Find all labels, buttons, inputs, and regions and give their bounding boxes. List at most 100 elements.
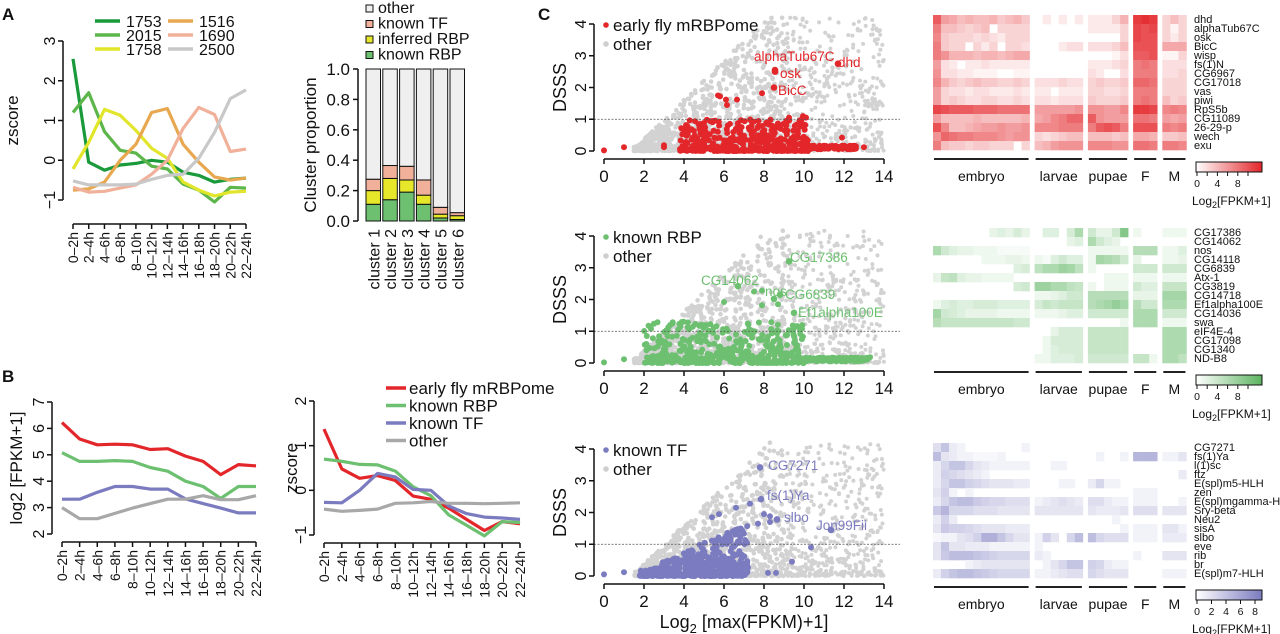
other-point xyxy=(779,452,785,458)
other-point xyxy=(728,111,734,117)
other-point xyxy=(717,115,722,120)
other-point xyxy=(733,92,739,98)
other-point xyxy=(786,111,791,116)
highlight-point xyxy=(750,143,757,150)
highlight-point xyxy=(750,128,757,135)
other-point xyxy=(758,78,764,84)
other-point xyxy=(870,132,875,137)
other-point xyxy=(790,285,794,290)
other-point xyxy=(761,318,767,323)
x-tick-label: cluster 5 xyxy=(433,229,450,290)
other-point xyxy=(838,307,843,312)
other-point xyxy=(864,116,868,121)
other-point xyxy=(800,40,805,45)
other-point xyxy=(797,233,802,238)
other-point xyxy=(861,41,866,46)
other-point xyxy=(742,59,748,65)
highlight-point xyxy=(791,337,798,344)
other-point xyxy=(682,313,687,318)
highlight-point xyxy=(788,359,795,366)
other-point xyxy=(811,315,816,320)
legend-label: 2500 xyxy=(199,42,235,59)
series-line-early-fly-mRBPome xyxy=(60,421,257,477)
other-point xyxy=(842,341,846,346)
gene-label-osk: osk xyxy=(780,66,801,81)
highlight-point xyxy=(775,123,782,129)
highlight-point xyxy=(758,139,765,146)
x-tick-label: 6–8h xyxy=(112,232,128,263)
highlight-point xyxy=(717,147,724,153)
other-point xyxy=(783,99,788,104)
other-point xyxy=(875,130,880,135)
other-point xyxy=(794,68,799,73)
series-line-other xyxy=(323,499,521,513)
other-point xyxy=(817,79,822,84)
highlight-point xyxy=(777,346,784,353)
other-point xyxy=(852,296,857,300)
highlight-point xyxy=(648,325,654,332)
other-point xyxy=(804,20,809,25)
other-point xyxy=(823,573,828,578)
other-point xyxy=(878,355,883,360)
other-point xyxy=(671,133,676,139)
other-point xyxy=(851,323,856,328)
other-point xyxy=(761,35,767,41)
other-point xyxy=(746,42,751,47)
bar-segment-inferred-RBP xyxy=(415,194,432,205)
highlight-point xyxy=(706,131,713,138)
bar-segment-other xyxy=(365,68,381,180)
highlight-point xyxy=(698,355,705,362)
y-tick-label: 3 xyxy=(31,503,48,512)
other-point xyxy=(863,347,868,352)
highlight-point xyxy=(678,125,685,132)
other-point xyxy=(880,103,885,108)
scatter-plot-C_red xyxy=(601,15,886,154)
x-tick-label: 22–24h xyxy=(248,550,264,597)
x-tick-label: 16–18h xyxy=(191,232,207,279)
other-point xyxy=(843,322,848,327)
other-point xyxy=(817,334,822,338)
y-tick-label: 0.8 xyxy=(326,90,350,109)
highlight-point xyxy=(669,319,676,326)
y-tick-label: 6 xyxy=(31,424,48,433)
other-point xyxy=(818,343,823,347)
other-point xyxy=(807,80,812,85)
other-point xyxy=(829,57,834,62)
other-point xyxy=(842,471,847,476)
other-point xyxy=(714,307,719,312)
gene-label-CG6839: CG6839 xyxy=(785,287,835,302)
other-point xyxy=(798,35,803,40)
other-point xyxy=(768,290,774,295)
other-point xyxy=(775,45,781,50)
other-point xyxy=(764,25,770,30)
other-point xyxy=(816,230,821,235)
other-point xyxy=(803,253,808,258)
other-point xyxy=(861,229,866,234)
y-tick-label: 5 xyxy=(31,450,48,459)
highlight-point xyxy=(707,118,714,125)
highlight-point xyxy=(678,348,684,354)
other-point xyxy=(774,243,779,249)
other-point xyxy=(866,472,871,477)
highlight-point xyxy=(798,336,805,343)
highlight-point xyxy=(734,339,740,346)
other-point xyxy=(849,108,854,113)
legend-swatch xyxy=(365,35,374,44)
other-point xyxy=(764,55,770,61)
highlight-point xyxy=(784,342,790,348)
y-axis-label: log2 [FPKM+1] xyxy=(7,412,26,525)
other-point xyxy=(836,117,841,122)
other-point xyxy=(795,473,800,478)
highlight-point xyxy=(726,335,733,342)
highlight-point xyxy=(687,343,694,350)
other-point xyxy=(798,91,803,96)
other-point xyxy=(860,83,865,88)
other-point xyxy=(870,278,875,283)
other-point xyxy=(804,303,809,308)
other-point xyxy=(816,451,821,455)
highlight-point xyxy=(721,299,727,306)
other-point xyxy=(768,254,773,260)
other-point xyxy=(707,309,712,315)
other-point xyxy=(746,98,752,104)
other-point xyxy=(783,51,788,56)
